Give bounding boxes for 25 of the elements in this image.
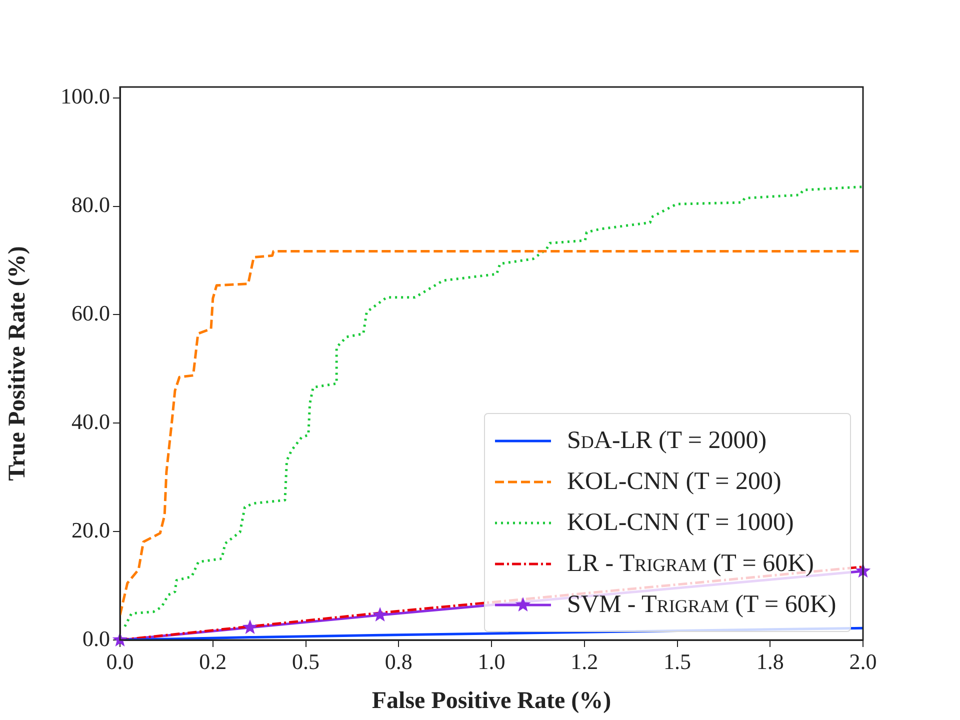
x-tick-label: 1.0 xyxy=(478,648,506,674)
line-series xyxy=(124,186,863,628)
y-tick-label: 80.0 xyxy=(72,192,110,218)
x-axis-title: False Positive Rate (%) xyxy=(372,688,612,714)
y-tick-label: 20.0 xyxy=(72,517,110,542)
legend-label: SVM - Trigram (T = 60K) xyxy=(567,590,836,618)
x-tick-label: 2.0 xyxy=(849,648,877,674)
x-tick-label: 0.5 xyxy=(292,648,320,674)
x-tick-label: 1.5 xyxy=(664,648,691,674)
y-axis-title: True Positive Rate (%) xyxy=(4,246,31,481)
x-tick-label: 0.0 xyxy=(106,648,134,674)
x-tick-label: 0.8 xyxy=(384,648,412,674)
y-tick-label: 0.0 xyxy=(82,626,110,651)
point xyxy=(372,607,388,622)
y-tick-label: 100.0 xyxy=(60,84,110,109)
legend-label: KOL-CNN (T = 200) xyxy=(567,468,782,496)
point xyxy=(242,620,258,634)
x-tick-label: 1.8 xyxy=(756,648,784,674)
y-tick-label: 60.0 xyxy=(72,300,110,326)
x-tick-label: 0.2 xyxy=(199,648,227,674)
legend-label: KOL-CNN (T = 1000) xyxy=(567,508,794,536)
legend-label: SdA-LR (T = 2000) xyxy=(567,426,767,454)
x-tick-label: 1.2 xyxy=(570,648,598,674)
y-tick-label: 40.0 xyxy=(72,408,110,434)
legend-label: LR - Trigram (T = 60K) xyxy=(567,550,814,578)
